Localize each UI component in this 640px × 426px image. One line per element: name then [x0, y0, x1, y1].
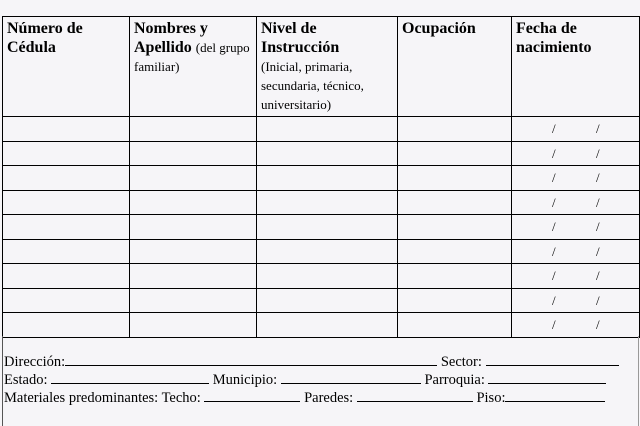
header-nivel: Nivel de Instrucción (Inicial, primaria, … [256, 16, 398, 117]
cedula-cell[interactable] [2, 165, 130, 191]
nombres-cell[interactable] [129, 116, 257, 142]
nivel-cell[interactable] [256, 214, 398, 240]
cedula-cell[interactable] [2, 116, 130, 142]
date-separator: / [596, 145, 600, 161]
date-separator: / [552, 243, 556, 259]
nombres-cell[interactable] [129, 165, 257, 191]
cedula-cell[interactable] [2, 312, 130, 338]
municipio-field[interactable] [280, 371, 421, 384]
date-separator: / [552, 121, 556, 136]
nivel-cell[interactable] [256, 263, 398, 289]
cedula-cell[interactable] [2, 189, 130, 215]
ocupacion-cell[interactable] [397, 140, 512, 166]
date-separator: / [596, 268, 600, 283]
cedula-cell[interactable] [2, 238, 130, 264]
ocupacion-cell[interactable] [397, 312, 512, 338]
nombres-cell[interactable] [129, 214, 257, 240]
date-separator: / [552, 145, 556, 161]
family-members-table: Número de Cédula Nombres y Apellido (del… [2, 16, 640, 338]
parroquia-field[interactable] [488, 371, 607, 384]
nombres-cell[interactable] [129, 287, 257, 313]
address-section [2, 336, 639, 426]
date-separator: / [552, 170, 556, 185]
ocupacion-cell[interactable] [397, 263, 512, 289]
ocupacion-cell[interactable] [397, 189, 512, 215]
fecha-cell[interactable]: / / [511, 116, 640, 142]
cedula-cell[interactable] [2, 287, 130, 313]
table-row: / / [2, 165, 640, 191]
nivel-cell[interactable] [256, 238, 398, 264]
ocupacion-cell[interactable] [397, 165, 512, 191]
estado-field[interactable] [51, 371, 210, 384]
date-separator: / [552, 292, 556, 308]
nivel-cell[interactable] [256, 312, 398, 338]
date-separator: / [552, 268, 556, 283]
materials-line: Materiales predominantes: Techo: Paredes… [4, 389, 606, 406]
date-separator: / [552, 317, 556, 332]
paredes-field[interactable] [356, 389, 473, 402]
table-row: / / [2, 312, 640, 338]
cedula-cell[interactable] [2, 140, 130, 166]
table-row: / / [2, 263, 640, 289]
fecha-cell[interactable]: / / [511, 189, 640, 215]
techo-field[interactable] [204, 389, 301, 402]
date-separator: / [552, 219, 556, 234]
nivel-cell[interactable] [256, 165, 398, 191]
header-fecha: Fecha de nacimiento [511, 16, 640, 117]
nombres-cell[interactable] [129, 238, 257, 264]
ocupacion-cell[interactable] [397, 287, 512, 313]
cedula-cell[interactable] [2, 263, 130, 289]
nivel-cell[interactable] [256, 140, 398, 166]
ocupacion-cell[interactable] [397, 116, 512, 142]
date-separator: / [596, 121, 600, 136]
nombres-cell[interactable] [129, 140, 257, 166]
direccion-field[interactable] [65, 353, 438, 366]
fecha-cell[interactable]: / / [511, 263, 640, 289]
date-separator: / [596, 170, 600, 185]
header-ocupacion: Ocupación [397, 16, 512, 117]
nivel-cell[interactable] [256, 287, 398, 313]
fecha-cell[interactable]: / / [511, 287, 640, 313]
table-row: / / [2, 140, 640, 166]
date-separator: / [596, 243, 600, 259]
nombres-cell[interactable] [129, 189, 257, 215]
fecha-cell[interactable]: / / [511, 238, 640, 264]
ocupacion-cell[interactable] [397, 214, 512, 240]
cedula-cell[interactable] [2, 214, 130, 240]
location-line: Estado: Municipio: Parroquia: [4, 371, 607, 388]
table-row: / / [2, 214, 640, 240]
date-separator: / [552, 194, 556, 210]
fecha-cell[interactable]: / / [511, 165, 640, 191]
ocupacion-cell[interactable] [397, 238, 512, 264]
sector-field[interactable] [485, 353, 619, 366]
header-cedula: Número de Cédula [2, 16, 130, 117]
table-row: / / [2, 287, 640, 313]
date-separator: / [596, 194, 600, 210]
nivel-cell[interactable] [256, 189, 398, 215]
header-row: Número de Cédula Nombres y Apellido (del… [2, 16, 640, 117]
address-line: Dirección: Sector: [4, 353, 619, 370]
nombres-cell[interactable] [129, 312, 257, 338]
fecha-cell[interactable]: / / [511, 312, 640, 338]
date-separator: / [596, 317, 600, 332]
nivel-cell[interactable] [256, 116, 398, 142]
fecha-cell[interactable]: / / [511, 140, 640, 166]
piso-field[interactable] [505, 389, 606, 402]
fecha-cell[interactable]: / / [511, 214, 640, 240]
header-nombres: Nombres y Apellido (del grupo familiar) [129, 16, 257, 117]
table-row: / / [2, 116, 640, 142]
date-separator: / [596, 292, 600, 308]
table-row: / / [2, 238, 640, 264]
table-row: / / [2, 189, 640, 215]
nombres-cell[interactable] [129, 263, 257, 289]
date-separator: / [596, 219, 600, 234]
